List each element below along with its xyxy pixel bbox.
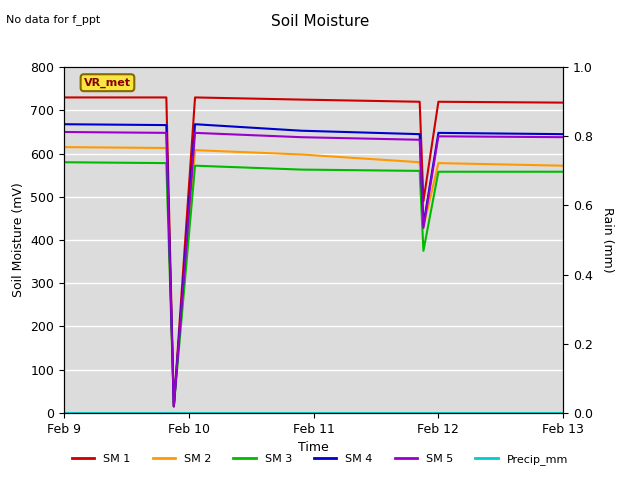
Text: VR_met: VR_met [84,78,131,88]
Text: Soil Moisture: Soil Moisture [271,14,369,29]
X-axis label: Time: Time [298,441,329,454]
Y-axis label: Rain (mm): Rain (mm) [601,207,614,273]
Legend: SM 1, SM 2, SM 3, SM 4, SM 5, Precip_mm: SM 1, SM 2, SM 3, SM 4, SM 5, Precip_mm [68,450,572,469]
Text: No data for f_ppt: No data for f_ppt [6,14,100,25]
Y-axis label: Soil Moisture (mV): Soil Moisture (mV) [12,182,25,298]
